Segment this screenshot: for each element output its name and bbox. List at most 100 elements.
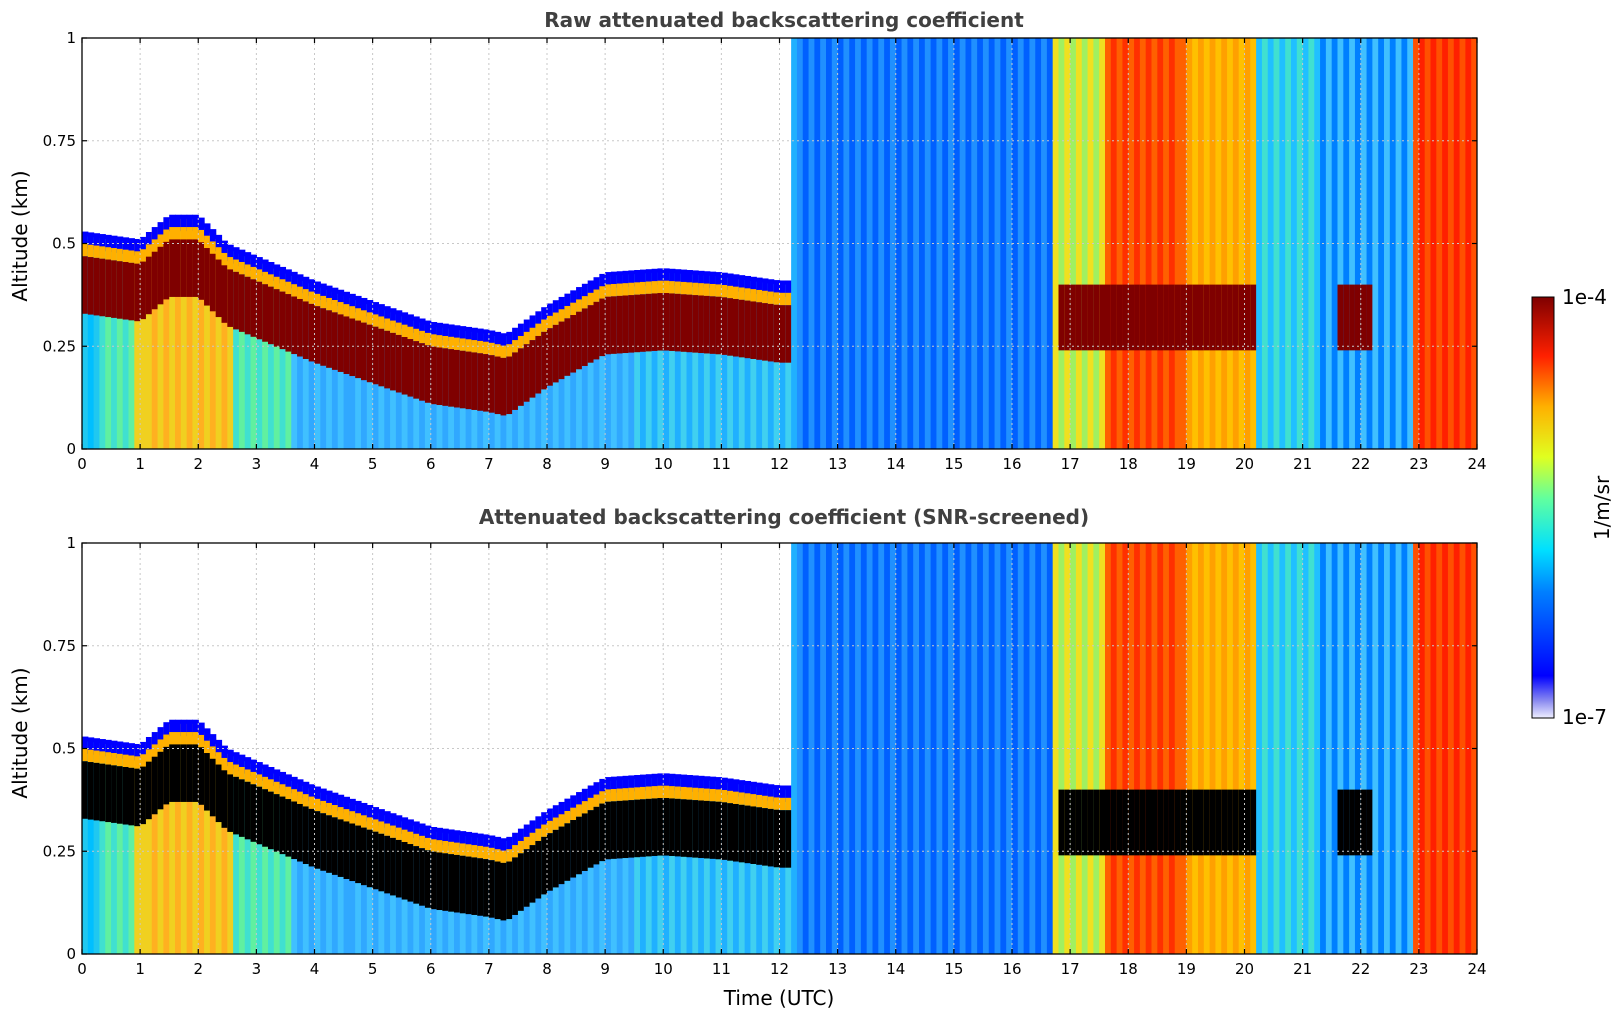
boundary-layer-transition: [733, 286, 740, 299]
heatmap-column: [1221, 543, 1228, 954]
boundary-layer-transition: [785, 797, 792, 811]
boundary-layer-edge: [285, 774, 292, 791]
boundary-layer-transition: [506, 344, 513, 357]
heatmap-column: [151, 736, 159, 954]
boundary-layer-transition: [669, 786, 676, 799]
boundary-layer-band: [773, 304, 781, 363]
boundary-layer-band: [233, 271, 240, 330]
boundary-layer-transition: [471, 340, 478, 353]
heatmap-column: [1291, 38, 1298, 449]
heatmap-column: [686, 779, 693, 954]
boundary-layer-transition: [558, 309, 566, 322]
heatmap-column: [1075, 543, 1083, 954]
boundary-layer-edge: [436, 827, 443, 845]
cloud-band: [1180, 284, 1187, 351]
x-tick-label: 19: [1177, 960, 1196, 978]
heatmap-column: [1186, 543, 1193, 954]
boundary-layer-edge: [99, 739, 106, 756]
heatmap-column: [1227, 543, 1234, 954]
boundary-layer-band: [93, 257, 101, 316]
heatmap-column: [634, 779, 641, 954]
boundary-layer-edge: [407, 314, 414, 331]
heatmap-column: [1122, 38, 1129, 449]
y-tick-label: 0.75: [43, 132, 76, 150]
boundary-layer-transition: [628, 282, 635, 296]
boundary-layer-edge: [500, 333, 507, 350]
boundary-layer-transition: [238, 261, 246, 275]
boundary-layer-band: [628, 800, 635, 858]
cloud-band: [1128, 789, 1135, 856]
boundary-layer-edge: [529, 315, 536, 332]
heatmap-column: [831, 543, 839, 954]
boundary-layer-edge: [256, 257, 263, 274]
boundary-layer-band: [756, 807, 763, 865]
heatmap-column: [692, 779, 699, 954]
heatmap-column: [1093, 38, 1100, 449]
boundary-layer-band: [192, 744, 199, 802]
cloud-band: [1227, 789, 1234, 856]
boundary-layer-edge: [384, 306, 391, 323]
boundary-layer-edge: [430, 322, 438, 339]
heatmap-column: [913, 38, 920, 449]
boundary-layer-band: [523, 344, 531, 402]
boundary-layer-transition: [250, 266, 257, 280]
boundary-layer-transition: [262, 271, 269, 285]
boundary-layer-transition: [320, 295, 327, 309]
boundary-layer-band: [105, 259, 112, 318]
heatmap-column: [279, 271, 287, 449]
boundary-layer-transition: [378, 316, 385, 329]
cloud-band: [1116, 789, 1124, 856]
boundary-layer-band: [465, 351, 473, 410]
heatmap-column: [1331, 38, 1339, 449]
heatmap-column: [105, 238, 112, 449]
x-tick-label: 22: [1351, 960, 1370, 978]
boundary-layer-band: [500, 357, 507, 416]
boundary-layer-edge: [779, 785, 786, 802]
boundary-layer-band: [372, 326, 380, 385]
x-tick-label: 20: [1235, 960, 1254, 978]
colorbar-unit-label: 1/m/sr: [1590, 475, 1614, 540]
y-tick-label: 1: [66, 29, 76, 47]
boundary-layer-band: [785, 305, 792, 363]
boundary-layer-edge: [302, 276, 310, 294]
heatmap-column: [1447, 543, 1455, 954]
heatmap-column: [1442, 38, 1449, 449]
boundary-layer-edge: [686, 270, 693, 287]
heatmap-column: [1023, 38, 1031, 449]
boundary-layer-band: [715, 296, 722, 355]
x-tick-label: 9: [600, 455, 610, 473]
cloud-band: [1093, 789, 1100, 856]
boundary-layer-transition: [465, 339, 473, 352]
boundary-layer-transition: [87, 244, 95, 258]
boundary-layer-transition: [390, 825, 397, 838]
boundary-layer-edge: [587, 785, 595, 802]
x-tick-label: 19: [1177, 455, 1196, 473]
boundary-layer-band: [535, 335, 542, 394]
boundary-layer-edge: [669, 773, 676, 791]
y-tick-label: 0.5: [52, 740, 76, 758]
boundary-layer-transition: [82, 243, 89, 257]
boundary-layer-edge: [250, 759, 257, 777]
heatmap-column: [1116, 543, 1124, 954]
boundary-layer-band: [500, 862, 507, 921]
cloud-band: [1174, 789, 1182, 856]
boundary-layer-transition: [256, 269, 263, 282]
heatmap-column: [1017, 38, 1025, 449]
boundary-layer-band: [552, 324, 560, 383]
boundary-layer-edge: [279, 771, 287, 789]
boundary-layer-edge: [366, 805, 374, 822]
boundary-layer-edge: [785, 280, 792, 297]
boundary-layer-transition: [151, 744, 159, 757]
heatmap-column: [942, 38, 949, 449]
boundary-layer-edge: [128, 743, 135, 760]
boundary-layer-edge: [291, 776, 298, 794]
boundary-layer-transition: [297, 791, 304, 804]
heatmap-column: [82, 740, 89, 954]
boundary-layer-transition: [291, 789, 298, 802]
heatmap-column: [1023, 543, 1031, 954]
heatmap-column: [116, 240, 124, 449]
boundary-layer-edge: [767, 784, 775, 801]
heatmap-column: [779, 284, 786, 449]
boundary-layer-band: [692, 295, 699, 353]
boundary-layer-band: [279, 291, 287, 350]
